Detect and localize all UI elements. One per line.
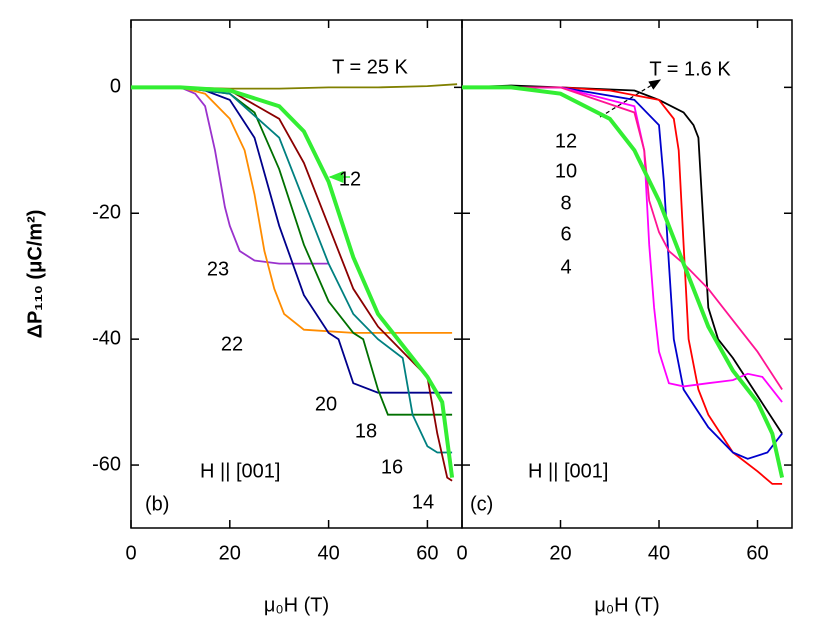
curve-label: 12 (339, 168, 361, 190)
y-tick-label: -60 (92, 453, 121, 475)
x-tick-label: 0 (125, 542, 136, 564)
curve-label: 6 (560, 223, 571, 245)
x-tick-label: 20 (219, 542, 241, 564)
x-axis-label: μ₀H (T) (594, 594, 659, 616)
x-tick-label: 40 (648, 542, 670, 564)
x-tick-label: 0 (456, 542, 467, 564)
x-tick-label: 60 (746, 542, 768, 564)
curve (462, 86, 783, 460)
curve-label: 14 (412, 491, 434, 513)
curve-label: 12 (555, 130, 577, 152)
curve (131, 86, 453, 334)
curve (131, 86, 453, 454)
y-axis-label: ΔP₁₁₀ (μC/m²) (24, 210, 46, 339)
curve (131, 86, 329, 265)
curve-label: 8 (560, 192, 571, 214)
curve (462, 86, 783, 390)
annotation: (b) (145, 493, 169, 515)
x-tick-label: 60 (416, 542, 438, 564)
x-axis-label: μ₀H (T) (264, 594, 329, 616)
curve-label: 16 (381, 456, 403, 478)
curve-label: 4 (560, 256, 571, 278)
y-tick-label: -40 (92, 327, 121, 349)
curve (131, 85, 455, 478)
curve (462, 86, 783, 403)
curve-label: 22 (221, 333, 243, 355)
curve-label: 18 (355, 420, 377, 442)
annotation: H || [001] (528, 460, 608, 482)
curve (462, 85, 785, 479)
curve-label: 20 (315, 393, 337, 415)
y-tick-label: -20 (92, 202, 121, 224)
curve (462, 86, 783, 485)
curve-label: 10 (555, 160, 577, 182)
plot-frame (461, 19, 793, 529)
annotation: H || [001] (200, 460, 280, 482)
curve (131, 86, 453, 482)
annotation: T = 1.6 K (649, 58, 731, 80)
y-tick-label: 0 (110, 76, 121, 98)
annotation: T = 25 K (332, 56, 408, 78)
curve-label: 23 (207, 258, 229, 280)
x-tick-label: 20 (549, 542, 571, 564)
x-tick-label: 40 (317, 542, 339, 564)
annotation: (c) (470, 493, 493, 515)
